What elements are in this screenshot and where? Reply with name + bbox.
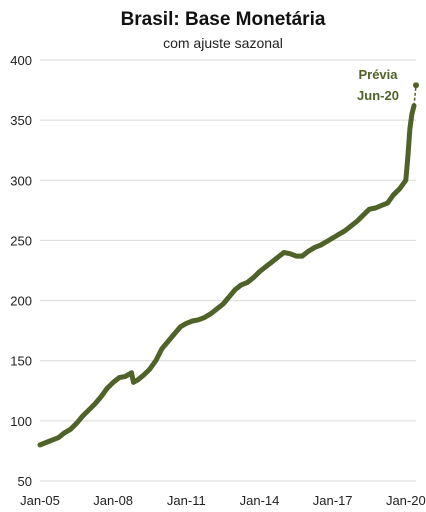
data-point xyxy=(409,111,415,117)
data-point xyxy=(171,332,177,337)
x-tick-label: Jan-11 xyxy=(167,493,206,508)
data-point xyxy=(263,264,268,270)
series-line xyxy=(37,103,417,448)
data-point xyxy=(342,228,348,233)
data-point xyxy=(367,207,372,212)
data-point xyxy=(68,427,73,432)
gridlines xyxy=(40,59,416,482)
preview-dashed-line xyxy=(413,85,417,106)
data-point xyxy=(257,269,262,274)
data-point xyxy=(214,306,219,312)
data-point xyxy=(348,223,354,229)
y-tick-label: 50 xyxy=(18,474,32,489)
data-point xyxy=(208,311,213,316)
data-point xyxy=(385,200,390,206)
data-point xyxy=(232,287,238,292)
data-point xyxy=(153,358,158,363)
preview-point xyxy=(413,82,419,89)
data-point xyxy=(403,178,408,183)
x-tick-label: Jan-08 xyxy=(93,493,133,508)
data-point xyxy=(135,377,140,383)
data-point xyxy=(330,235,335,241)
data-point xyxy=(117,375,122,380)
data-point xyxy=(300,253,305,259)
data-point xyxy=(293,253,299,259)
data-point xyxy=(220,302,226,307)
data-point xyxy=(324,239,329,244)
data-point xyxy=(129,370,134,375)
y-tick-label: 400 xyxy=(10,53,32,68)
data-point xyxy=(275,255,280,260)
y-tick-label: 350 xyxy=(10,113,32,128)
data-point xyxy=(202,315,207,320)
data-point xyxy=(80,413,85,419)
data-point xyxy=(184,321,189,326)
y-tick-label: 100 xyxy=(10,414,32,429)
data-point xyxy=(196,317,201,322)
x-tick-label: Jan-05 xyxy=(20,493,60,508)
data-point xyxy=(373,205,378,211)
preview-label-line2: Jun-20 xyxy=(357,88,399,103)
data-point xyxy=(141,372,146,378)
data-point xyxy=(37,442,43,448)
data-point xyxy=(336,232,341,237)
y-tick-label: 150 xyxy=(10,354,32,369)
data-point xyxy=(56,435,61,440)
data-point xyxy=(165,339,171,344)
data-point xyxy=(245,280,250,285)
data-point xyxy=(92,401,98,407)
x-axis-ticks: Jan-05 Jan-08 Jan-11 Jan-14 Jan-17 Jan-20 xyxy=(20,493,426,508)
data-point xyxy=(281,250,287,255)
data-point xyxy=(405,154,411,159)
annotations: Prévia Jun-20 xyxy=(357,67,399,103)
data-point xyxy=(98,394,104,399)
data-point xyxy=(354,219,360,224)
data-point xyxy=(269,259,274,265)
data-point xyxy=(318,243,323,248)
data-point xyxy=(391,192,396,197)
data-point xyxy=(159,346,165,351)
y-tick-label: 200 xyxy=(10,294,32,309)
data-point xyxy=(379,203,384,208)
x-tick-label: Jan-17 xyxy=(313,493,353,508)
data-point xyxy=(306,249,311,254)
data-point xyxy=(104,386,110,391)
y-axis-ticks: 50 100 150 200 250 300 350 400 xyxy=(10,53,32,489)
y-tick-label: 300 xyxy=(10,173,32,188)
data-point xyxy=(123,374,128,379)
data-point xyxy=(397,186,402,191)
data-point xyxy=(50,437,55,443)
chart-title: Brasil: Base Monetária xyxy=(121,9,326,30)
data-point xyxy=(239,282,244,288)
preview-label-line1: Prévia xyxy=(358,67,398,82)
data-point xyxy=(287,251,293,256)
y-tick-label: 250 xyxy=(10,233,32,248)
data-point xyxy=(178,324,183,330)
data-point xyxy=(62,430,67,436)
data-point xyxy=(111,380,116,385)
data-point xyxy=(74,421,79,426)
x-tick-label: Jan-14 xyxy=(240,493,280,508)
chart-subtitle: com ajuste sazonal xyxy=(163,35,283,51)
data-point xyxy=(190,318,195,324)
series-group xyxy=(37,82,419,448)
x-tick-label: Jan-20 xyxy=(386,493,426,508)
data-point xyxy=(86,407,92,413)
data-point xyxy=(43,440,49,445)
data-point xyxy=(131,380,136,385)
data-point xyxy=(226,294,232,300)
data-point xyxy=(312,245,317,250)
data-point xyxy=(361,213,366,218)
data-point xyxy=(147,366,152,372)
data-point xyxy=(251,275,256,280)
data-point xyxy=(407,126,413,131)
